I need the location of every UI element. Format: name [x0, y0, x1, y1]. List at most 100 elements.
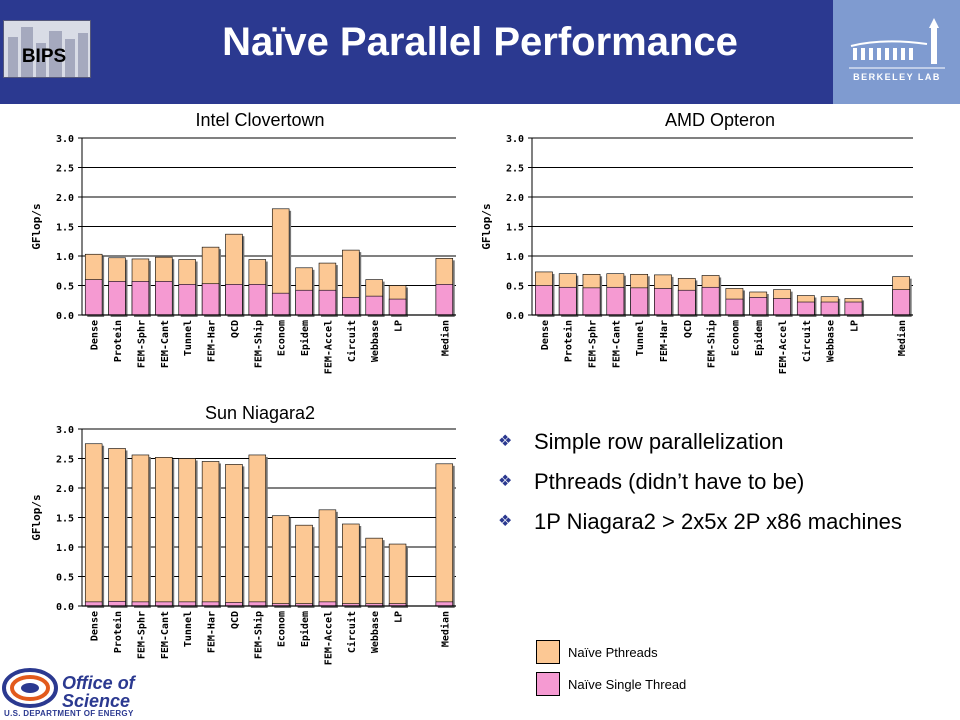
bar-single-thread — [796, 301, 815, 316]
y-tick-label: 0.0 — [56, 602, 74, 613]
x-tick-label: FEM-Ship — [706, 320, 718, 368]
x-tick-label: Econom — [277, 320, 288, 356]
x-tick-label: FEM-Cant — [160, 611, 171, 659]
x-tick-label: Protein — [112, 320, 124, 362]
bar-pthreads — [84, 443, 103, 607]
x-tick-label: FEM-Sphr — [136, 611, 147, 659]
legend-label-pthreads: Naïve Pthreads — [568, 645, 658, 660]
bar-single-thread — [582, 287, 601, 316]
y-axis-label: GFlop/s — [480, 203, 493, 249]
y-tick-label: 1.0 — [56, 543, 74, 554]
bar-single-thread — [606, 286, 625, 316]
x-tick-label: Tunnel — [635, 320, 646, 356]
diamond-bullet-icon: ❖ — [498, 433, 513, 450]
x-tick-label: LP — [394, 320, 405, 332]
x-tick-label: FEM-Har — [207, 320, 218, 362]
y-tick-label: 1.5 — [56, 223, 74, 234]
bar-pthreads — [131, 454, 150, 607]
x-tick-label: FEM-Cant — [160, 320, 171, 368]
chart-title-clovertown: Intel Clovertown — [195, 110, 325, 130]
x-tick-label: Protein — [112, 611, 124, 653]
bullet-list: ❖ Simple row parallelization ❖ Pthreads … — [498, 428, 938, 548]
bar-pthreads — [435, 463, 454, 607]
x-tick-label: Econom — [277, 611, 288, 647]
bar-single-thread — [820, 301, 839, 316]
x-tick-label: Median — [896, 320, 908, 356]
x-tick-label: Epidem — [299, 320, 311, 356]
bar-single-thread — [677, 289, 696, 316]
y-axis-label: GFlop/s — [30, 494, 43, 540]
diamond-bullet-icon: ❖ — [498, 473, 513, 490]
bar-single-thread — [108, 600, 126, 607]
y-tick-label: 1.5 — [506, 223, 524, 234]
x-tick-label: Webbase — [370, 320, 381, 362]
bar-single-thread — [318, 601, 337, 607]
bar-pthreads — [201, 461, 220, 607]
y-tick-label: 2.5 — [56, 164, 74, 175]
chart-title-niagara: Sun Niagara2 — [204, 403, 316, 423]
y-tick-label: 1.5 — [56, 514, 74, 525]
x-tick-label: LP — [849, 320, 860, 332]
footer-doe: U.S. DEPARTMENT OF ENERGY — [4, 709, 134, 718]
footer-science: Science — [62, 691, 131, 711]
y-tick-label: 3.0 — [506, 134, 524, 145]
bar-single-thread — [558, 286, 577, 316]
bullet-item: ❖ Simple row parallelization — [498, 428, 938, 456]
bar-pthreads — [365, 537, 383, 607]
bar-single-thread — [701, 286, 720, 316]
x-tick-label: Webbase — [826, 320, 837, 362]
bips-label: BIPS — [21, 46, 67, 67]
y-tick-label: 3.0 — [56, 425, 74, 436]
x-tick-label: Epidem — [753, 320, 765, 356]
footer-office-of: Office of — [62, 673, 135, 693]
x-tick-label: Tunnel — [183, 611, 194, 647]
x-tick-label: QCD — [230, 611, 241, 629]
bar-single-thread — [630, 287, 649, 316]
bar-pthreads — [388, 543, 407, 607]
x-tick-label: Circuit — [801, 320, 813, 362]
legend-label-single: Naïve Single Thread — [568, 677, 687, 692]
y-tick-label: 1.0 — [506, 252, 524, 263]
bar-single-thread — [155, 601, 173, 607]
header-bar — [0, 0, 960, 104]
x-tick-label: FEM-Sphr — [588, 320, 599, 368]
chart-niagara: 0.0 0.5 1.0 1.5 2.0 2.5 3.0 GFlop/s Dense Protein… — [30, 425, 456, 665]
bar-single-thread — [844, 301, 863, 316]
bar-pthreads — [295, 524, 313, 607]
bar-single-thread — [773, 298, 791, 316]
y-tick-label: 2.5 — [506, 164, 524, 175]
diamond-bullet-icon: ❖ — [498, 513, 513, 530]
x-tick-label: FEM-Accel — [778, 320, 789, 374]
y-tick-label: 2.5 — [56, 455, 74, 466]
y-tick-label: 3.0 — [56, 134, 74, 145]
bar-single-thread — [535, 285, 553, 316]
x-tick-label: Dense — [540, 320, 551, 350]
legend-item-single: Naïve Single Thread — [536, 672, 736, 698]
chart-opteron: 0.0 0.5 1.0 1.5 2.0 2.5 3.0 GFlop/s Dense Protein… — [480, 134, 913, 374]
y-tick-label: 2.0 — [506, 193, 524, 204]
bar-single-thread — [725, 298, 744, 316]
x-tick-label: Webbase — [370, 611, 381, 653]
bar-pthreads — [178, 458, 196, 607]
x-tick-label: FEM-Har — [207, 611, 218, 653]
slide-title: Naïve Parallel Performance — [222, 20, 738, 64]
bar-single-thread — [654, 288, 672, 316]
y-tick-label: 0.5 — [506, 282, 524, 293]
office-of-science-logo-icon — [2, 668, 58, 708]
x-tick-label: Protein — [563, 320, 575, 362]
y-tick-label: 2.0 — [56, 484, 74, 495]
x-tick-label: QCD — [683, 320, 694, 338]
bullet-text: Simple row parallelization — [534, 429, 784, 454]
bar-single-thread — [435, 601, 454, 607]
x-tick-label: QCD — [230, 320, 241, 338]
x-tick-label: FEM-Cant — [611, 320, 622, 368]
bullet-text: Pthreads (didn’t have to be) — [534, 469, 805, 494]
x-tick-label: Median — [439, 611, 451, 647]
bar-pthreads — [318, 509, 337, 607]
y-tick-label: 2.0 — [56, 193, 74, 204]
bar-pthreads — [271, 515, 290, 607]
bullet-item: ❖ Pthreads (didn’t have to be) — [498, 468, 938, 496]
y-tick-label: 0.0 — [56, 311, 74, 322]
x-tick-label: Dense — [90, 320, 101, 350]
berkeley-lab-logo-icon — [849, 18, 945, 69]
